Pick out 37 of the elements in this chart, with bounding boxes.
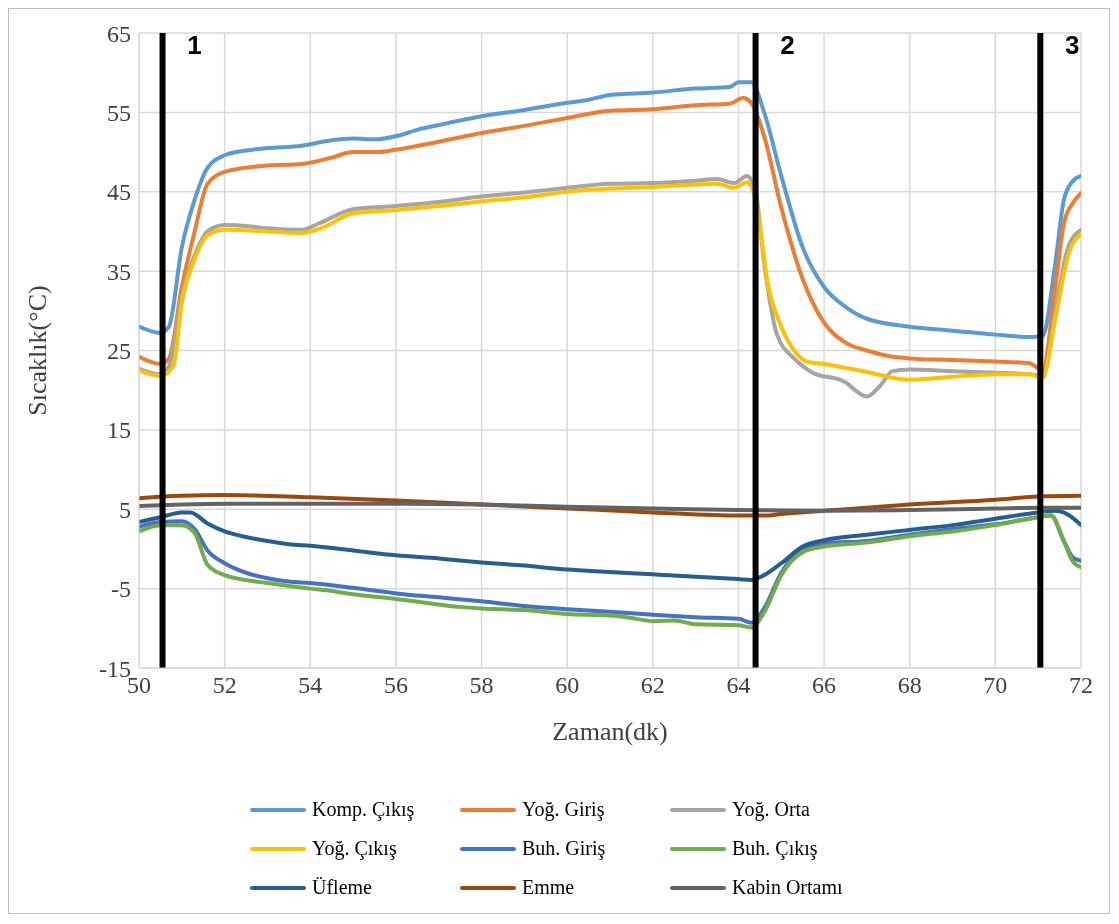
legend-label: Komp. Çıkış	[312, 798, 415, 821]
x-tick-label: 58	[469, 672, 494, 699]
line-series	[139, 80, 1081, 340]
x-tick-label: 66	[812, 672, 837, 699]
legend-label: Üfleme	[312, 876, 372, 899]
x-tick-label: 56	[383, 672, 408, 699]
y-tick-label: 55	[107, 99, 131, 126]
y-axis-title: Sıcaklık(°C)	[23, 285, 53, 416]
y-tick-label: 45	[107, 179, 131, 206]
annotation: 3	[1065, 30, 1080, 60]
line-series	[139, 508, 1081, 582]
line-series	[139, 96, 1081, 373]
legend-label: Buh. Çıkış	[732, 837, 818, 860]
y-tick-label: 5	[119, 496, 131, 523]
annotation: 2	[780, 30, 795, 60]
y-tick-label: 65	[107, 20, 131, 47]
x-tick-label: 70	[983, 672, 1008, 699]
y-tick-label: 15	[107, 417, 131, 444]
legend-label: Emme	[522, 876, 575, 899]
legend-label: Kabin Ortamı	[732, 876, 843, 899]
x-tick-label: 62	[640, 672, 665, 699]
x-tick-label: 60	[555, 672, 580, 699]
x-tick-label: 64	[726, 672, 751, 699]
y-tick-label: -5	[111, 576, 131, 603]
x-tick-label: 72	[1069, 672, 1093, 699]
x-tick-label: 68	[897, 672, 922, 699]
legend-label: Yoğ. Çıkış	[312, 837, 397, 860]
y-tick-label: 35	[107, 258, 131, 285]
legend-label: Buh. Giriş	[522, 837, 606, 860]
legend-label: Yoğ. Giriş	[522, 798, 605, 821]
legend-label: Yoğ. Orta	[732, 798, 810, 821]
x-tick-label: 52	[212, 672, 237, 699]
line-series	[139, 501, 1081, 513]
annotation: 1	[187, 30, 202, 60]
x-tick-label: 54	[298, 672, 323, 699]
y-tick-label: 25	[107, 338, 131, 365]
x-axis-title: Zaman(dk)	[552, 717, 668, 746]
